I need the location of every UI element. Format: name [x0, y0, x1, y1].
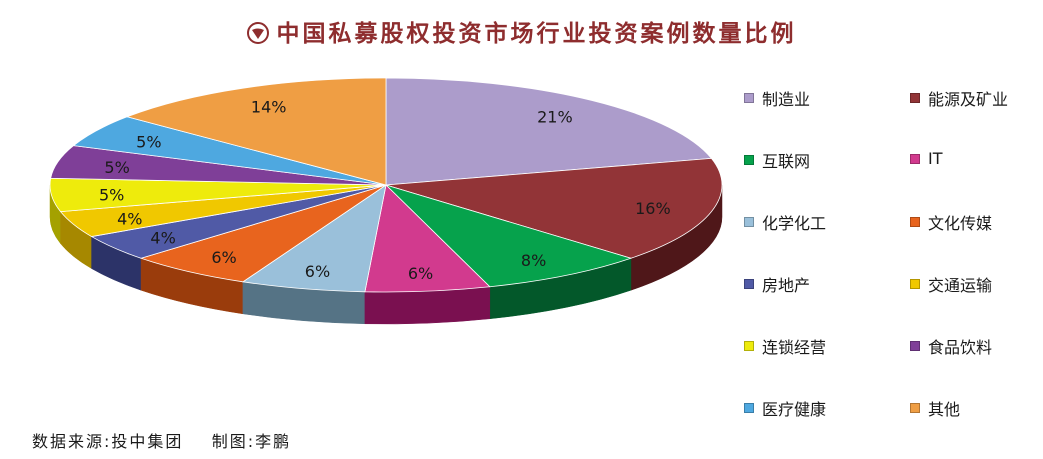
- heart-shield-icon: [246, 22, 269, 44]
- legend-item-1: 能源及矿业: [910, 86, 1008, 110]
- legend-label-1: 能源及矿业: [928, 90, 1009, 109]
- pie-slice-4: [241, 184, 387, 293]
- legend-label-11: 其他: [928, 400, 961, 419]
- chart-title: 中国私募股权投资市场行业投资案例数量比例: [276, 21, 797, 47]
- pie-slice-3: [364, 184, 491, 293]
- legend-item-9: 食品饮料: [910, 334, 992, 358]
- pie-data-labels: 21% 16% 8% 6% 6% 6% 4% 4% 5% 5% 5% 14%: [99, 98, 671, 283]
- legend-swatch-8: [744, 341, 754, 351]
- legend-item-4: 化学化工: [744, 210, 826, 234]
- pie-slice-2: [385, 184, 633, 288]
- legend-swatch-3: [910, 153, 920, 164]
- pie-label-0: 21%: [537, 108, 573, 127]
- pie-side-walls: [49, 184, 723, 325]
- legend-label-2: 互联网: [762, 152, 811, 171]
- legend-swatch-2: [744, 155, 754, 165]
- pie-label-6: 4%: [150, 229, 175, 248]
- legend-swatch-0: [744, 93, 754, 103]
- pie-label-4: 6%: [305, 262, 330, 281]
- pie-label-1: 16%: [635, 199, 671, 218]
- legend-item-3: IT: [910, 148, 943, 172]
- legend-label-10: 医疗健康: [762, 400, 827, 419]
- pie-label-11: 14%: [251, 98, 287, 117]
- pie-label-2: 8%: [521, 251, 546, 270]
- legend-swatch-4: [744, 217, 754, 227]
- legend-item-11: 其他: [910, 396, 960, 420]
- pie-slice-5: [139, 184, 387, 283]
- legend-item-6: 房地产: [744, 272, 810, 296]
- legend-item-10: 医疗健康: [744, 396, 826, 420]
- pie-label-5: 6%: [211, 248, 236, 267]
- pie-label-10: 5%: [136, 132, 161, 151]
- legend-item-0: 制造业: [744, 86, 810, 110]
- legend-label-8: 连锁经营: [762, 338, 827, 357]
- source-note: 数据来源:投中集团 制图:李鹏: [32, 432, 292, 451]
- pie-top-faces: [49, 77, 723, 293]
- legend-item-5: 文化传媒: [910, 210, 992, 234]
- pie-label-3: 6%: [408, 264, 433, 283]
- pie-slice-11: [125, 77, 387, 186]
- pie-slice-1: [385, 157, 723, 259]
- chart-title-bar: 中国私募股权投资市场行业投资案例数量比例: [0, 14, 1043, 48]
- legend-swatch-10: [744, 403, 754, 413]
- legend-label-6: 房地产: [762, 276, 811, 295]
- legend-swatch-1: [910, 93, 920, 103]
- pie-label-8: 5%: [99, 185, 124, 204]
- legend-item-7: 交通运输: [910, 272, 992, 296]
- pie-label-9: 5%: [104, 158, 129, 177]
- legend-label-5: 文化传媒: [928, 214, 993, 233]
- legend-label-7: 交通运输: [928, 276, 993, 295]
- legend-label-4: 化学化工: [762, 214, 827, 233]
- pie-slice-0: [385, 77, 713, 186]
- legend-label-0: 制造业: [762, 90, 811, 109]
- pie-label-7: 4%: [117, 209, 142, 228]
- legend-swatch-9: [910, 341, 920, 351]
- legend-label-9: 食品饮料: [928, 338, 993, 357]
- legend-swatch-6: [744, 279, 754, 289]
- legend-swatch-7: [910, 279, 920, 289]
- legend-item-2: 互联网: [744, 148, 810, 172]
- legend-swatch-11: [910, 403, 920, 413]
- legend-swatch-5: [910, 217, 920, 227]
- legend-label-3: IT: [928, 149, 943, 168]
- legend-item-8: 连锁经营: [744, 334, 826, 358]
